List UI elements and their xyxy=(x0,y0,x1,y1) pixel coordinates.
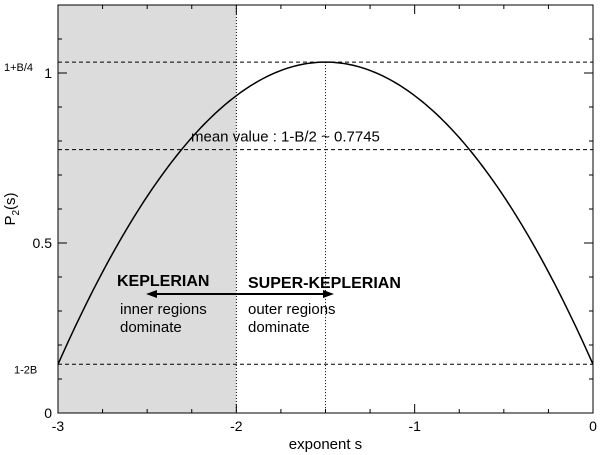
x-tick-label: -3 xyxy=(52,418,65,434)
top-reference-label: 1+B/4 xyxy=(4,62,33,74)
mean-reference-label: mean value : 1-B/2 ~ 0.7745 xyxy=(191,129,380,146)
axis-ticks: -3 -2 -1 0 0 0.5 1 xyxy=(33,4,597,434)
x-tick-label: -2 xyxy=(230,418,243,434)
x-tick-label: -1 xyxy=(408,418,421,434)
y-axis-title: P2(s) xyxy=(2,192,22,225)
outer-dominate-text: dominate xyxy=(248,319,310,336)
arrow-left-head-icon xyxy=(146,290,157,298)
series-curve xyxy=(57,61,594,365)
bottom-reference-label: 1-2B xyxy=(14,364,37,376)
y-axis-title-suffix: (s) xyxy=(2,192,19,210)
super-keplerian-label: SUPER-KEPLERIAN xyxy=(248,275,401,292)
x-axis-title: exponent s xyxy=(289,436,362,453)
inner-dominate-text: dominate xyxy=(120,319,182,336)
inner-regions-text: inner regions xyxy=(120,301,207,318)
y-axis-title-subscript: 2 xyxy=(11,210,22,216)
y-tick-label: 0 xyxy=(44,405,52,421)
outer-regions-text: outer regions xyxy=(248,301,336,318)
x-tick-label: 0 xyxy=(589,418,597,434)
keplerian-label: KEPLERIAN xyxy=(117,273,209,290)
y-tick-label: 0.5 xyxy=(33,235,53,251)
keplerian-shaded-region xyxy=(58,5,237,413)
arrow-right-head-icon xyxy=(323,290,334,298)
y-axis-title-main: P xyxy=(2,216,19,226)
y-tick-label: 1 xyxy=(44,65,52,81)
